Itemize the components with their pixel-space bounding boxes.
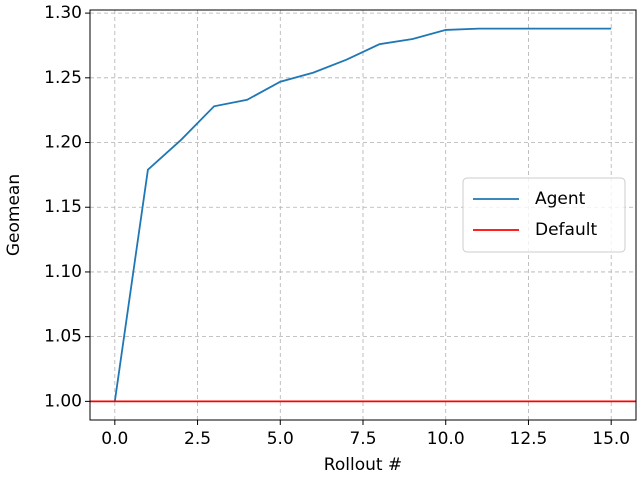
legend-label: Agent	[535, 189, 586, 209]
x-tick-label: 10.0	[427, 429, 465, 449]
line-series	[113, 27, 612, 402]
x-tick-label: 15.0	[592, 429, 630, 449]
legend-box	[462, 177, 626, 253]
y-tick-label: 1.15	[44, 197, 82, 217]
plot-frame	[89, 9, 637, 421]
y-tick-label: 1.30	[44, 3, 82, 23]
x-tick-label: 2.5	[184, 429, 211, 449]
y-tick-label: 1.05	[44, 327, 82, 347]
x-tick-label: 5.0	[267, 429, 294, 449]
y-axis-label: Geomean	[4, 174, 24, 256]
y-tick-label: 1.20	[44, 133, 82, 153]
y-tick-label: 1.10	[44, 262, 82, 282]
y-tick-label: 1.25	[44, 68, 82, 88]
legend-label: Default	[535, 220, 597, 240]
x-tick-label: 12.5	[510, 429, 548, 449]
x-tick-label: 7.5	[349, 429, 376, 449]
x-axis-label: Rollout #	[324, 455, 402, 475]
y-tick-label: 1.00	[44, 391, 82, 411]
x-tick-label: 0.0	[101, 429, 128, 449]
